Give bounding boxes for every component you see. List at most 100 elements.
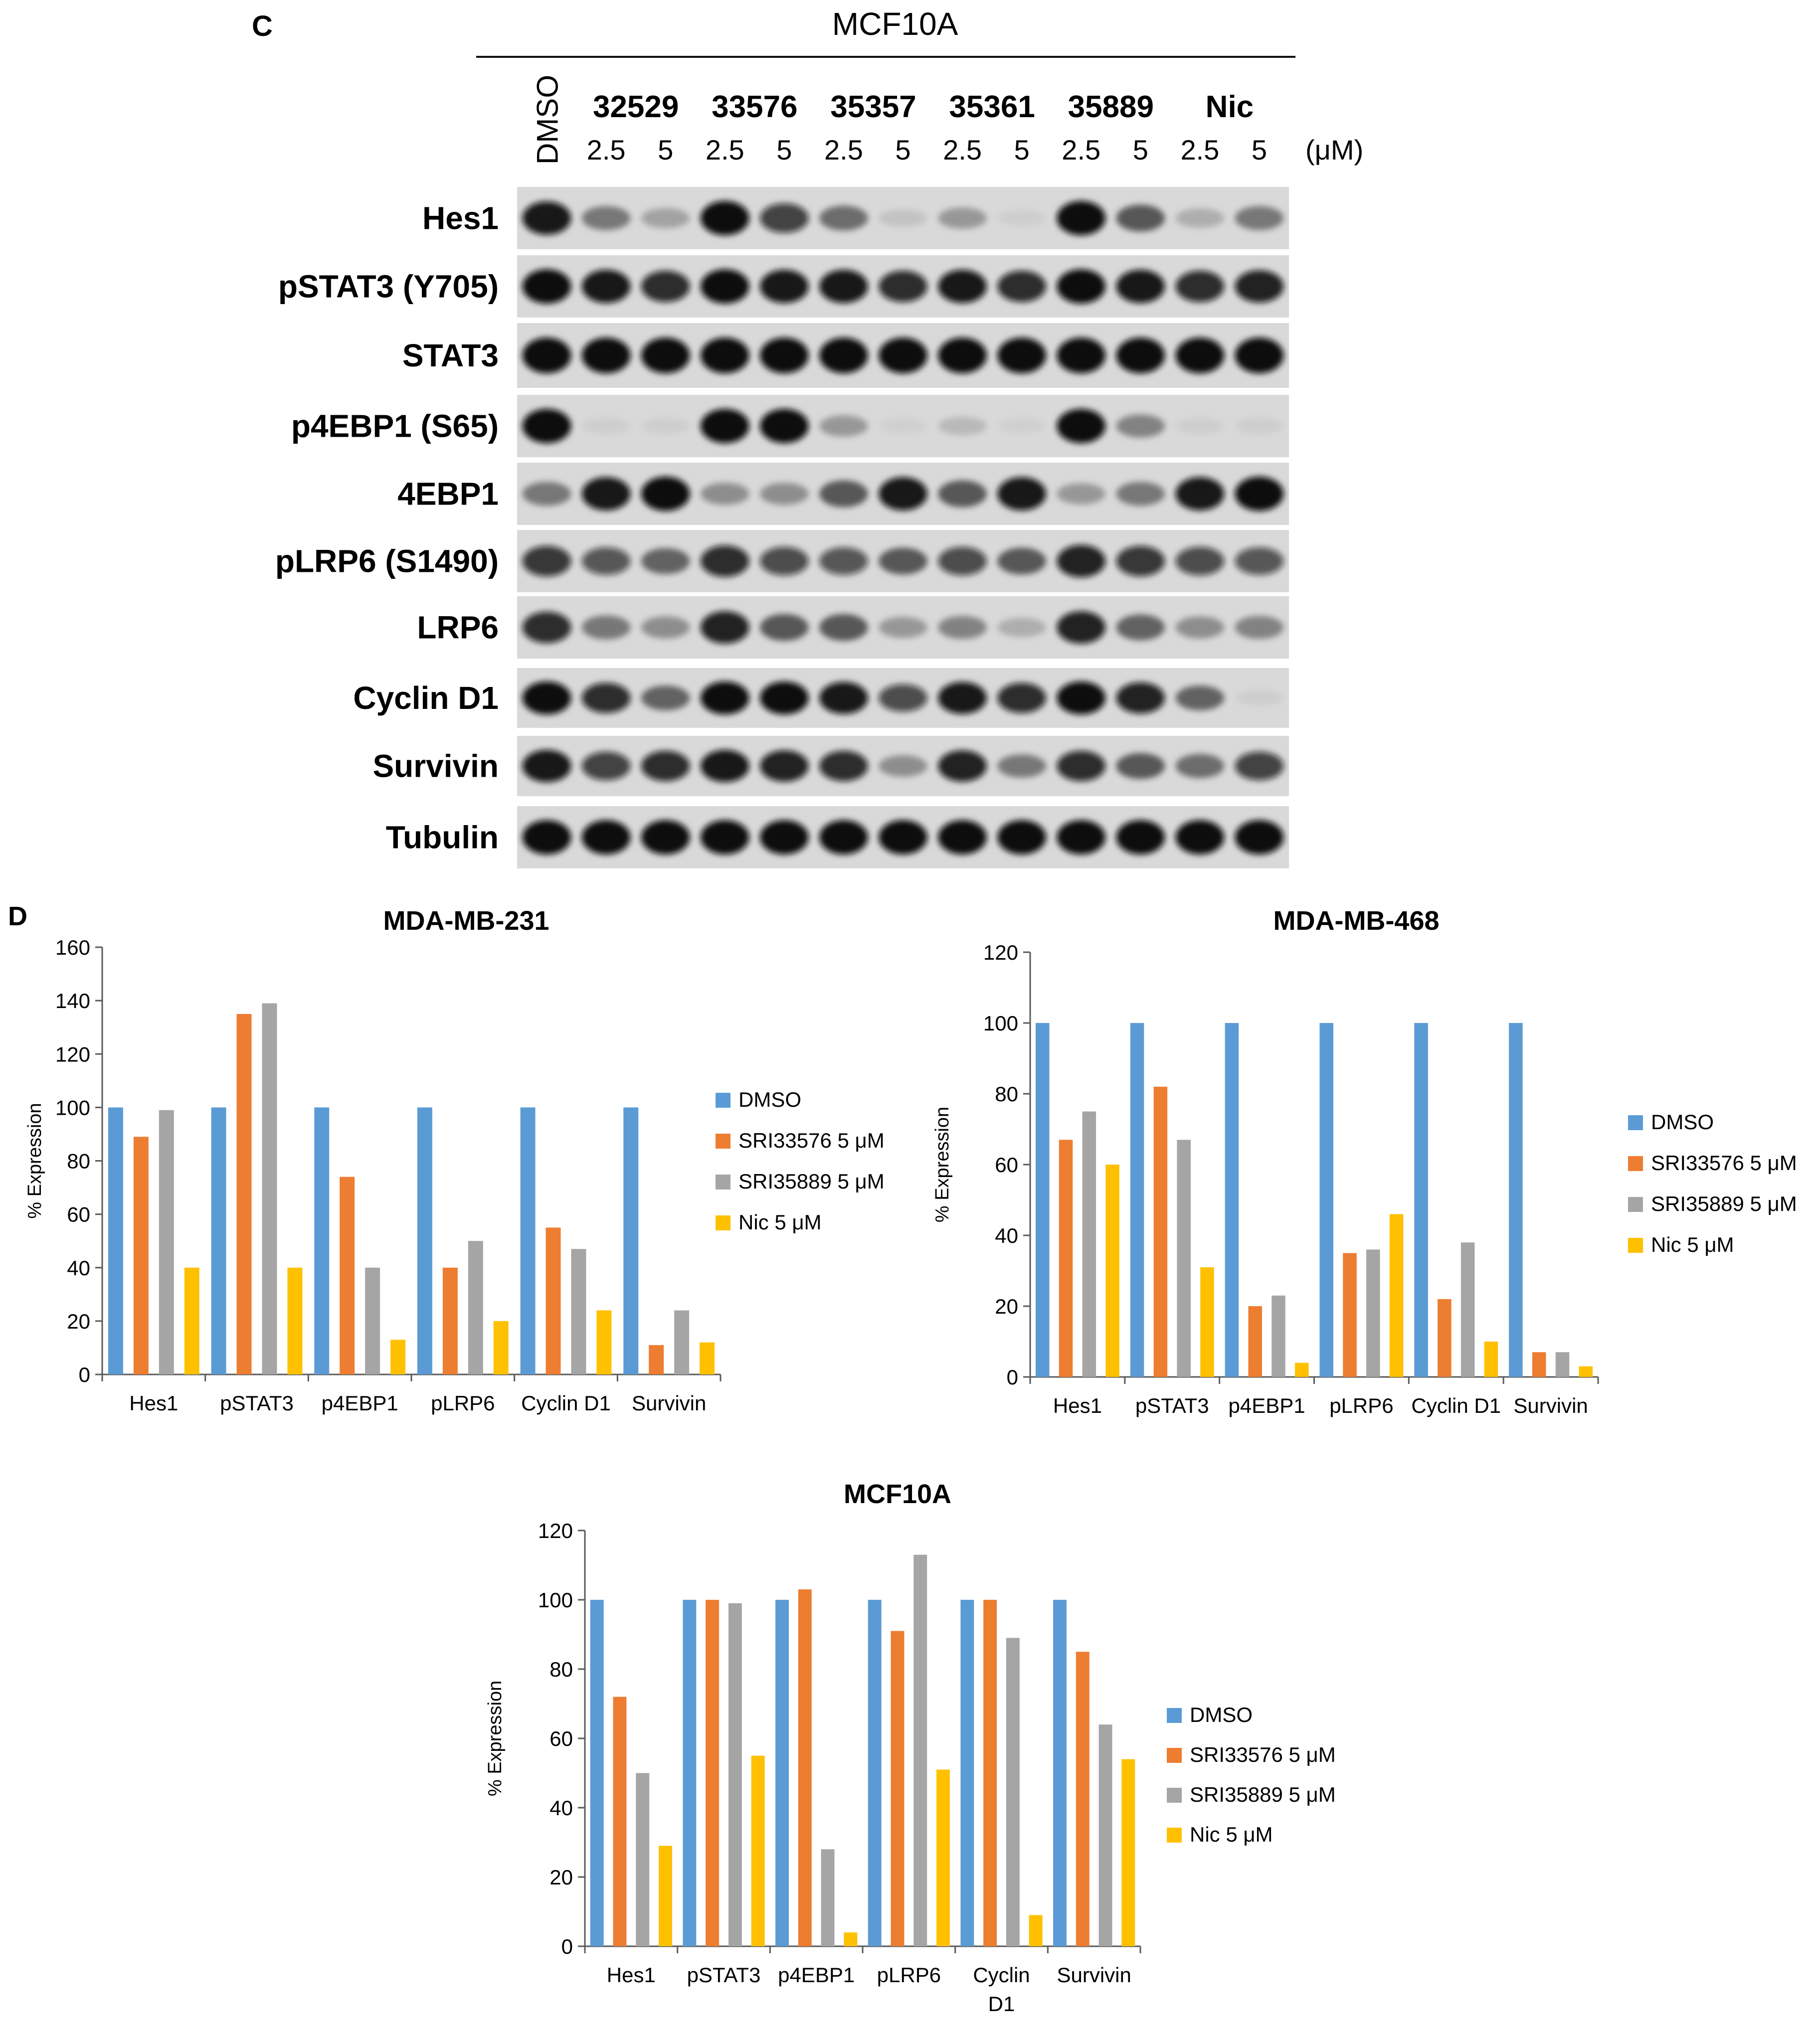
bar <box>571 1249 586 1374</box>
x-tick-label: p4EBP1 <box>778 1963 855 1987</box>
panel-d-letter: D <box>8 901 27 931</box>
bar <box>390 1340 406 1374</box>
blot-band <box>938 417 987 435</box>
blot-band <box>879 547 927 575</box>
blot-band <box>1057 681 1106 714</box>
chart-title: MDA-MB-468 <box>1273 906 1439 936</box>
blot-band <box>879 684 927 712</box>
legend-swatch <box>1628 1115 1643 1130</box>
bar <box>1460 1242 1475 1377</box>
y-tick-label: 60 <box>995 1153 1018 1177</box>
legend-swatch <box>716 1093 730 1108</box>
y-axis-label: % Expression <box>932 1107 953 1222</box>
bar <box>314 1107 330 1374</box>
bar <box>1272 1295 1285 1377</box>
x-tick-label: Hes1 <box>129 1391 178 1415</box>
blot-band <box>1175 208 1225 228</box>
x-tick-label: Hes1 <box>1053 1394 1102 1417</box>
blot-band <box>700 545 749 577</box>
compound-label: 32529 <box>593 90 679 124</box>
blot-header: DMSO 32529 33576 35357 35361 35889 Nic 2.5 5 2.5 5… <box>531 75 1364 166</box>
y-tick-label: 0 <box>1007 1365 1018 1389</box>
y-tick-label: 80 <box>995 1082 1018 1106</box>
blot-band <box>1057 338 1106 373</box>
chart-mcf10a: MCF10A 0 20 40 60 80 100 120 % Expression Hes1 pST… <box>485 1479 1336 2016</box>
bar <box>1076 1652 1090 1946</box>
blot-band <box>581 682 631 713</box>
dose-label: 5 <box>1252 134 1267 166</box>
bar <box>913 1554 927 1946</box>
blot-band <box>1235 616 1284 639</box>
blot-band <box>700 483 749 505</box>
blot-band <box>581 417 631 435</box>
blot-band <box>1057 483 1106 505</box>
bar <box>983 1600 997 1946</box>
bar <box>649 1345 664 1374</box>
legend-swatch <box>1628 1156 1643 1171</box>
y-tick-label: 160 <box>55 936 90 959</box>
blot-band <box>997 618 1046 637</box>
blot-band <box>581 615 631 640</box>
x-tick-label: Survivin <box>1513 1394 1588 1417</box>
blot-row-label: Survivin <box>372 748 499 784</box>
blot-band <box>819 750 868 782</box>
bar <box>751 1755 765 1946</box>
blot-band <box>997 754 1046 778</box>
bar <box>1579 1366 1593 1377</box>
x-tick-label: p4EBP1 <box>1229 1394 1305 1417</box>
blot-band <box>1235 690 1284 706</box>
blot-band <box>997 338 1046 373</box>
legend-swatch <box>1628 1238 1643 1253</box>
blot-band <box>879 755 927 777</box>
blot-band <box>641 820 690 854</box>
bar <box>891 1631 905 1946</box>
x-tick-label: pSTAT3 <box>1135 1394 1209 1417</box>
bar <box>821 1849 835 1946</box>
legend-label: SRI35889 5 μM <box>738 1170 885 1193</box>
blot-band <box>1116 753 1165 779</box>
blot-band <box>522 681 571 714</box>
blot-row: p4EBP1 (S65) <box>291 395 1289 457</box>
x-tick-label: pLRP6 <box>877 1963 941 1987</box>
blot-band <box>760 270 809 303</box>
bar <box>636 1773 650 1946</box>
blot-band <box>1175 754 1225 778</box>
blot-band <box>938 750 987 782</box>
x-tick-label: Cyclin <box>973 1963 1030 1987</box>
bar <box>1082 1111 1096 1377</box>
blot-band <box>522 482 571 506</box>
legend-swatch <box>716 1175 730 1190</box>
blot-band <box>997 418 1046 434</box>
blot-band <box>997 682 1046 713</box>
bar <box>844 1932 858 1946</box>
blot-band <box>760 750 809 782</box>
bar <box>700 1342 715 1374</box>
blot-band <box>1175 417 1225 435</box>
legend-swatch <box>1167 1828 1182 1843</box>
y-tick-label: 100 <box>55 1096 90 1119</box>
bar <box>868 1600 882 1946</box>
y-tick-label: 120 <box>538 1519 573 1542</box>
dose-unit: (μM) <box>1305 134 1363 166</box>
blot-row-label: pLRP6 (S1490) <box>275 543 499 579</box>
bar <box>1098 1724 1112 1946</box>
blot-band <box>641 270 690 303</box>
dose-label: 5 <box>895 134 910 166</box>
blot-band <box>1175 820 1225 854</box>
blot-row-label: pSTAT3 (Y705) <box>278 269 499 305</box>
blot-row-label: p4EBP1 (S65) <box>291 408 499 444</box>
chart-title: MDA-MB-231 <box>383 906 549 936</box>
bar <box>936 1769 950 1946</box>
blot-row-label: LRP6 <box>417 610 499 646</box>
bar <box>1366 1249 1380 1377</box>
blot-band <box>581 206 631 230</box>
chart-mda-mb-468: MDA-MB-468 0 20 40 60 80 100 120 % Expression Hes… <box>932 906 1797 1417</box>
blot-band <box>700 338 749 373</box>
blot-band <box>938 820 987 854</box>
legend-label: Nic 5 μM <box>1190 1823 1273 1846</box>
bar <box>1006 1638 1020 1946</box>
y-tick-label: 120 <box>983 941 1018 964</box>
y-tick-label: 100 <box>538 1588 573 1612</box>
blot-band <box>700 750 749 782</box>
blot-band <box>997 477 1046 510</box>
